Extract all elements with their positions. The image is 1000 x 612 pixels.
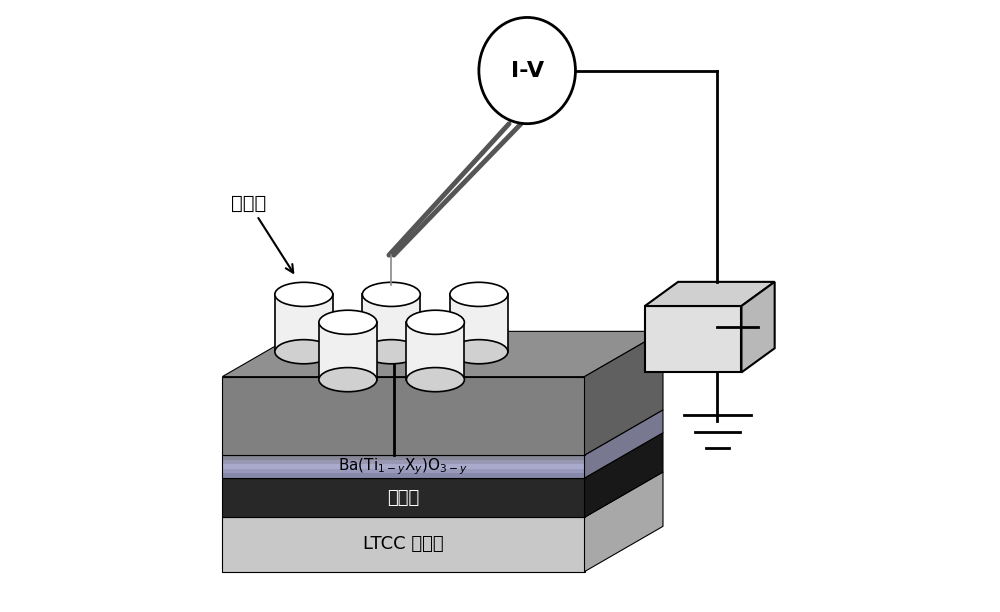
Polygon shape — [222, 455, 585, 460]
Polygon shape — [585, 433, 663, 517]
Text: 下电极: 下电极 — [387, 488, 420, 507]
Ellipse shape — [362, 282, 420, 307]
Ellipse shape — [319, 310, 377, 334]
Polygon shape — [222, 478, 585, 517]
Polygon shape — [585, 410, 663, 478]
Ellipse shape — [362, 340, 420, 364]
Polygon shape — [450, 294, 508, 352]
Ellipse shape — [406, 368, 464, 392]
Ellipse shape — [479, 18, 575, 124]
Polygon shape — [319, 323, 377, 379]
Polygon shape — [222, 433, 663, 478]
Polygon shape — [222, 517, 585, 572]
Ellipse shape — [406, 310, 464, 334]
Polygon shape — [222, 460, 585, 465]
Ellipse shape — [450, 340, 508, 364]
Polygon shape — [406, 323, 464, 379]
Polygon shape — [222, 472, 663, 517]
Polygon shape — [222, 410, 663, 455]
Ellipse shape — [450, 282, 508, 307]
Polygon shape — [585, 472, 663, 572]
Text: 上电极: 上电极 — [231, 194, 293, 273]
Polygon shape — [222, 465, 585, 469]
Polygon shape — [222, 331, 663, 376]
Polygon shape — [275, 294, 333, 352]
Polygon shape — [645, 282, 775, 306]
Polygon shape — [585, 331, 663, 455]
Polygon shape — [645, 306, 741, 373]
Ellipse shape — [275, 282, 333, 307]
Polygon shape — [362, 294, 420, 352]
Text: Ba(Ti$_{1-y}$X$_y$)O$_{3-y}$: Ba(Ti$_{1-y}$X$_y$)O$_{3-y}$ — [338, 457, 468, 477]
Polygon shape — [741, 282, 775, 373]
Ellipse shape — [275, 340, 333, 364]
Polygon shape — [222, 376, 585, 455]
Polygon shape — [222, 469, 585, 474]
Ellipse shape — [319, 368, 377, 392]
Text: I-V: I-V — [511, 61, 544, 81]
Polygon shape — [222, 474, 585, 478]
Text: LTCC 生瓷带: LTCC 生瓷带 — [363, 536, 444, 553]
